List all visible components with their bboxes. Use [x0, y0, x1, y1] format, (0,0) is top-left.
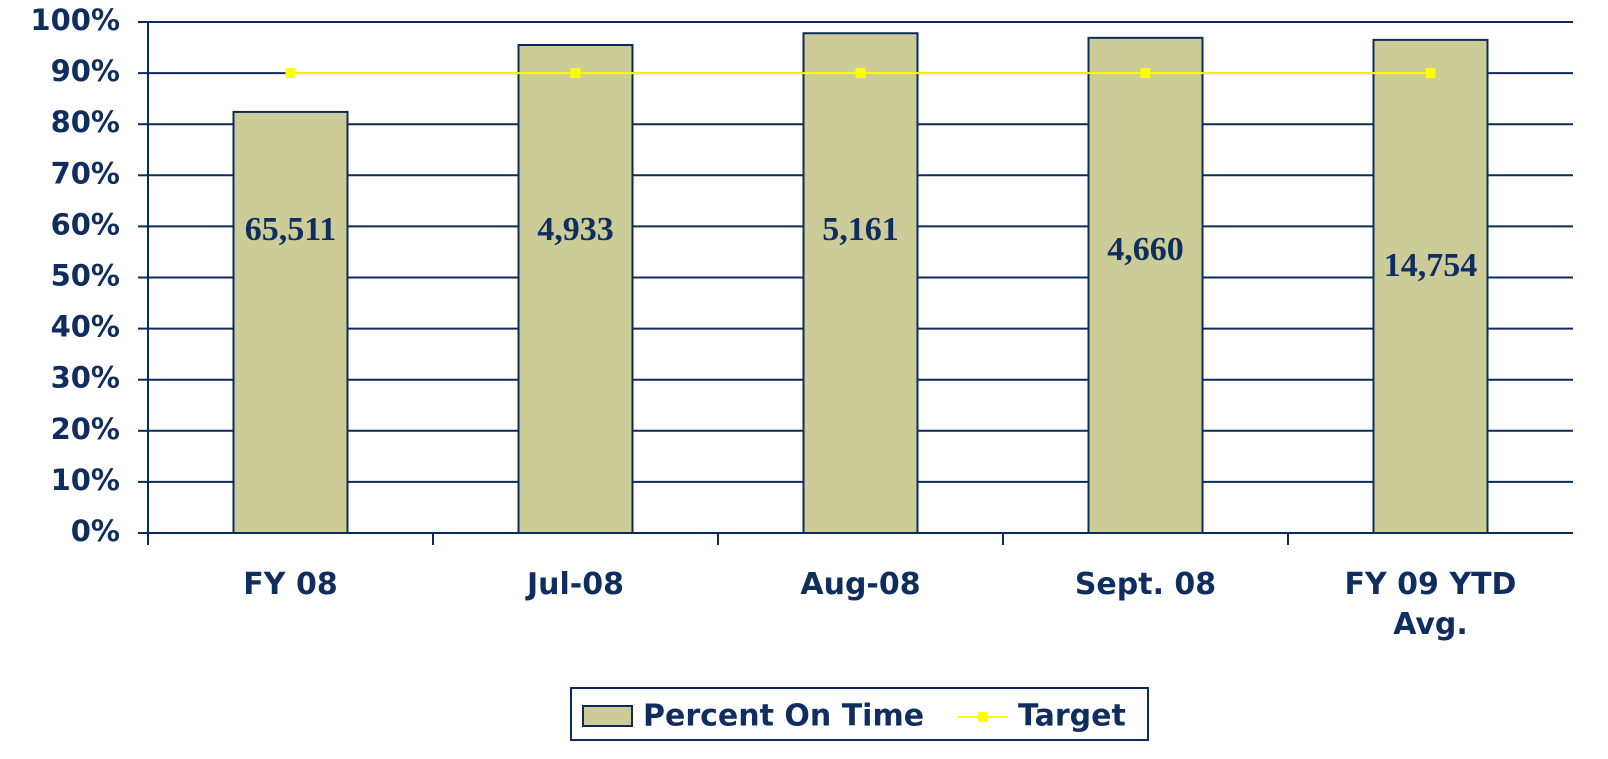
bar-annotation: 14,754 [1384, 247, 1478, 284]
x-tick-label: FY 09 YTD Avg. [1344, 567, 1517, 642]
target-marker [1140, 68, 1151, 79]
y-tick-label: 60% [51, 207, 120, 241]
bar [802, 32, 919, 534]
y-tick-label: 100% [30, 3, 120, 37]
legend-box [570, 687, 1149, 741]
bar-annotation: 5,161 [822, 211, 899, 248]
bar-annotation: 4,933 [537, 211, 614, 248]
y-tick-label: 70% [51, 156, 120, 190]
x-tick-label: Jul-08 [526, 567, 624, 602]
y-tick-label: 90% [51, 54, 120, 88]
x-tick-label: Aug-08 [800, 567, 921, 602]
target-marker [855, 68, 866, 79]
y-tick-label: 80% [51, 105, 120, 139]
x-tick-label: Sept. 08 [1074, 567, 1217, 602]
legend-swatch [582, 705, 633, 727]
bar [517, 43, 634, 535]
legend-label: Target [1018, 699, 1126, 734]
y-tick-label: 40% [51, 310, 120, 344]
bar [232, 110, 349, 534]
y-tick-label: 10% [51, 463, 120, 497]
x-tick-label: FY 08 [243, 567, 338, 602]
bar-annotation: 4,660 [1107, 231, 1184, 268]
bar [1372, 38, 1489, 534]
bar [1087, 36, 1204, 534]
target-marker [285, 68, 296, 79]
y-tick-label: 50% [51, 259, 120, 293]
target-marker [1425, 68, 1436, 79]
bar-annotation: 65,511 [245, 211, 337, 248]
legend-label: Percent On Time [643, 699, 924, 734]
y-tick-label: 30% [51, 361, 120, 395]
legend-swatch [978, 712, 988, 722]
y-tick-label: 20% [51, 412, 120, 446]
y-tick-label: 0% [71, 514, 120, 548]
target-marker [570, 68, 581, 79]
